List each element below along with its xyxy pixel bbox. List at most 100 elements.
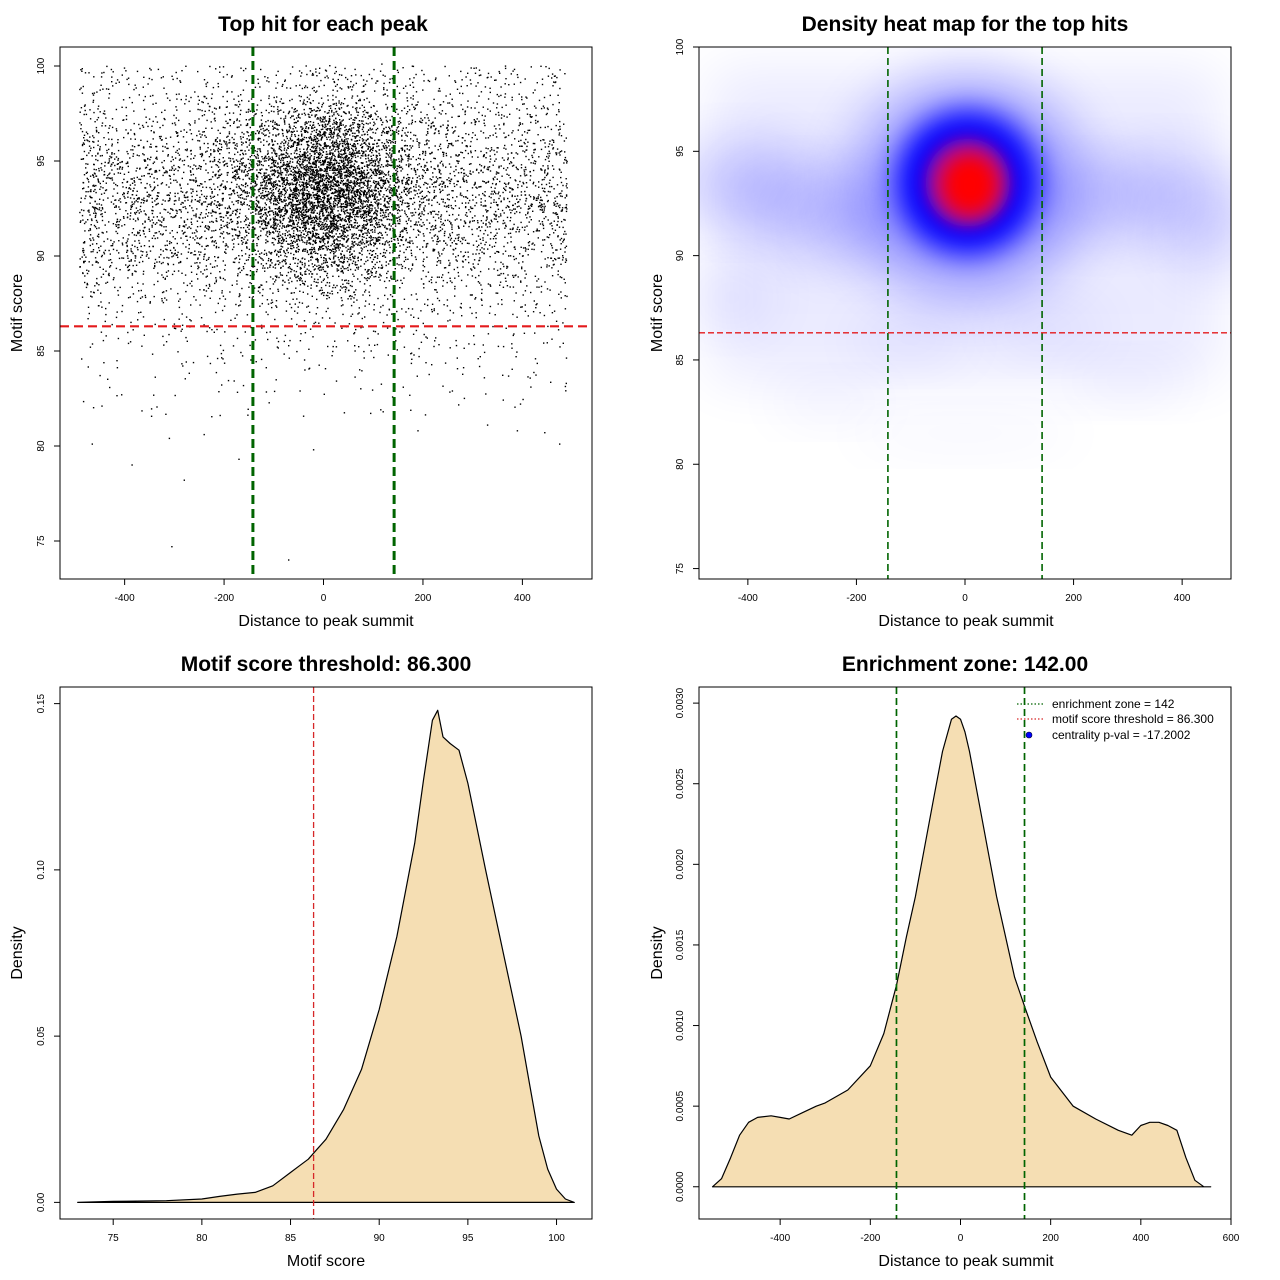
scatter-point xyxy=(381,63,383,65)
scatter-point xyxy=(390,192,392,194)
scatter-point xyxy=(268,135,270,138)
scatter-point xyxy=(345,125,347,127)
scatter-point xyxy=(317,189,319,191)
scatter-point xyxy=(251,297,253,299)
scatter-point xyxy=(336,222,338,224)
scatter-point xyxy=(334,158,336,160)
scatter-point xyxy=(82,142,85,144)
scatter-point xyxy=(288,129,290,131)
scatter-point xyxy=(300,176,302,178)
scatter-point xyxy=(529,377,531,379)
scatter-point xyxy=(539,223,542,225)
scatter-point xyxy=(336,174,339,176)
scatter-point xyxy=(328,112,330,114)
scatter-point xyxy=(363,165,366,167)
scatter-point xyxy=(318,182,321,184)
scatter-point xyxy=(448,177,450,179)
scatter-point xyxy=(335,244,337,246)
scatter-point xyxy=(503,124,505,126)
scatter-point xyxy=(378,276,380,278)
scatter-point xyxy=(80,158,83,160)
scatter-point xyxy=(426,168,429,170)
scatter-point xyxy=(267,77,269,79)
scatter-point xyxy=(369,196,371,198)
scatter-point xyxy=(463,225,465,227)
scatter-point xyxy=(337,247,339,249)
scatter-point xyxy=(265,214,267,216)
scatter-point xyxy=(315,147,318,149)
scatter-point xyxy=(399,215,402,217)
scatter-point xyxy=(308,181,310,183)
scatter-point xyxy=(310,251,312,253)
scatter-point xyxy=(288,198,290,200)
scatter-point xyxy=(321,266,323,269)
scatter-point xyxy=(340,182,342,184)
scatter-point xyxy=(312,147,315,149)
scatter-point xyxy=(337,225,339,227)
scatter-point xyxy=(288,165,290,167)
scatter-point xyxy=(306,159,308,162)
scatter-point xyxy=(292,171,294,174)
scatter-point xyxy=(391,278,393,280)
scatter-point xyxy=(274,264,276,266)
scatter-point xyxy=(416,168,419,171)
scatter-point xyxy=(346,133,348,135)
scatter-point xyxy=(332,78,334,80)
scatter-point xyxy=(315,110,317,112)
scatter-point xyxy=(356,166,359,168)
scatter-point xyxy=(328,194,330,196)
scatter-point xyxy=(334,141,336,144)
scatter-point xyxy=(365,260,367,263)
scatter-point xyxy=(198,201,201,203)
scatter-point xyxy=(331,156,333,158)
scatter-point xyxy=(326,163,328,166)
scatter-point xyxy=(326,232,329,234)
scatter-point xyxy=(291,220,293,222)
scatter-point xyxy=(328,115,331,118)
scatter-point xyxy=(281,193,283,196)
scatter-point xyxy=(384,214,386,216)
scatter-point xyxy=(275,203,277,205)
scatter-point xyxy=(489,284,491,286)
scatter-point xyxy=(327,266,329,268)
scatter-point xyxy=(318,180,321,183)
scatter-point xyxy=(489,226,491,228)
scatter-point xyxy=(316,265,318,267)
scatter-point xyxy=(278,197,281,199)
scatter-point xyxy=(348,219,350,222)
scatter-point xyxy=(351,202,354,205)
scatter-point xyxy=(347,212,350,214)
scatter-point xyxy=(306,208,308,211)
scatter-point xyxy=(388,81,391,84)
scatter-point xyxy=(208,203,210,205)
scatter-point xyxy=(333,214,336,216)
scatter-point xyxy=(328,198,330,201)
scatter-point xyxy=(362,241,364,244)
scatter-point xyxy=(245,124,248,127)
scatter-point xyxy=(342,124,344,126)
scatter-point xyxy=(438,168,440,171)
scatter-point xyxy=(307,169,309,171)
scatter-point xyxy=(284,115,287,117)
scatter-point xyxy=(342,168,344,170)
scatter-point xyxy=(87,186,90,188)
scatter-point xyxy=(272,217,274,219)
scatter-point xyxy=(326,185,328,187)
scatter-point xyxy=(351,280,353,283)
scatter-point xyxy=(277,195,280,197)
scatter-point xyxy=(359,125,361,128)
scatter-point xyxy=(356,215,358,218)
scatter-point xyxy=(201,193,203,196)
scatter-point xyxy=(340,150,342,152)
scatter-point xyxy=(261,220,263,222)
scatter-point xyxy=(310,276,313,278)
scatter-point xyxy=(410,138,412,140)
scatter-point xyxy=(319,204,322,206)
scatter-point xyxy=(385,119,388,122)
scatter-point xyxy=(260,141,262,143)
scatter-point xyxy=(301,212,303,214)
scatter-point xyxy=(370,169,373,172)
scatter-point xyxy=(375,171,377,173)
scatter-point xyxy=(401,230,403,232)
scatter-point xyxy=(232,189,235,191)
